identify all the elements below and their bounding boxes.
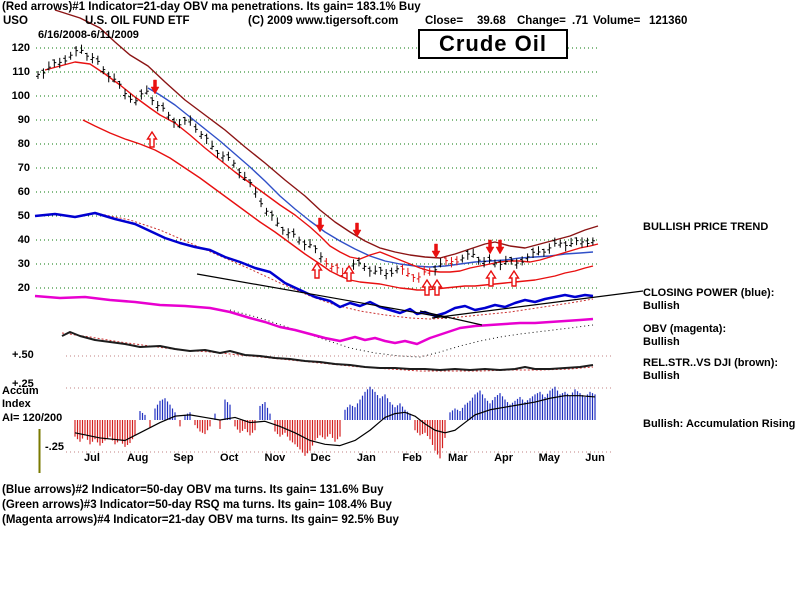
price-axis-label: 40: [17, 234, 30, 246]
price-axis-label: 80: [17, 138, 30, 150]
price-axis-label: 50: [17, 210, 30, 222]
indicator1-line: (Red arrows)#1 Indicator=21-day OBV ma p…: [2, 1, 421, 13]
change-label: Change=: [517, 15, 566, 27]
close-label: Close=: [425, 15, 464, 27]
mid-axis-label-p25: +.25: [12, 378, 34, 390]
month-label: Dec: [310, 452, 331, 464]
copyright-text: (C) 2009 www.tigersoft.com: [248, 15, 399, 27]
price-axis-label: 90: [17, 114, 30, 126]
fund-name: U.S. OIL FUND ETF: [85, 15, 190, 27]
price-axis-label: 120: [11, 42, 30, 54]
month-label: Sep: [173, 452, 194, 464]
month-label: Nov: [264, 452, 286, 464]
closing-power-label: CLOSING POWER (blue):: [643, 287, 775, 299]
rel-str-status: Bullish: [643, 370, 680, 382]
rel-str-label: REL.STR..VS DJI (brown):: [643, 357, 779, 369]
price-axis-label: 30: [17, 258, 30, 270]
month-label: Feb: [402, 452, 422, 464]
mid-axis-label-n25: -.25: [45, 441, 64, 453]
indicator4-line: (Magenta arrows)#4 Indicator=21-day OBV …: [2, 514, 399, 526]
month-label: Jul: [84, 452, 100, 464]
accum-label-2: Index: [2, 398, 31, 410]
obv-status: Bullish: [643, 336, 680, 348]
accum-label-3: AI= 120/200: [2, 412, 63, 424]
month-label: Mar: [448, 452, 468, 464]
month-label: Apr: [494, 452, 514, 464]
obv-label: OBV (magenta):: [643, 323, 727, 335]
mid-axis-label-p50: +.50: [12, 349, 34, 361]
volume-label: Volume=: [593, 15, 641, 27]
month-label: Aug: [127, 452, 149, 464]
accum-note: Bullish: Accumulation Rising: [643, 418, 796, 430]
month-label: May: [538, 452, 560, 464]
month-label: Oct: [220, 452, 239, 464]
indicator3-line: (Green arrows)#3 Indicator=50-day RSQ ma…: [2, 499, 392, 511]
chart-title-box: Crude Oil: [418, 29, 568, 59]
close-value: 39.68: [477, 15, 506, 27]
month-label: Jun: [585, 452, 605, 464]
price-axis-label: 100: [11, 90, 30, 102]
price-axis-label: 60: [17, 186, 30, 198]
month-label: Jan: [356, 452, 376, 464]
date-range: 6/16/2008-6/11/2009: [38, 29, 139, 41]
ticker-label: USO: [3, 15, 28, 27]
price-axis-label: 70: [17, 162, 30, 174]
price-axis-label: 20: [17, 282, 30, 294]
accum-label-1: Accum: [2, 385, 39, 397]
price-axis-label: 110: [12, 66, 30, 78]
indicator2-line: (Blue arrows)#2 Indicator=50-day OBV ma …: [2, 484, 384, 496]
volume-value: 121360: [649, 15, 688, 27]
change-value: .71: [572, 15, 588, 27]
closing-power-status: Bullish: [643, 300, 680, 312]
price-trend-annotation: BULLISH PRICE TREND: [643, 221, 769, 233]
